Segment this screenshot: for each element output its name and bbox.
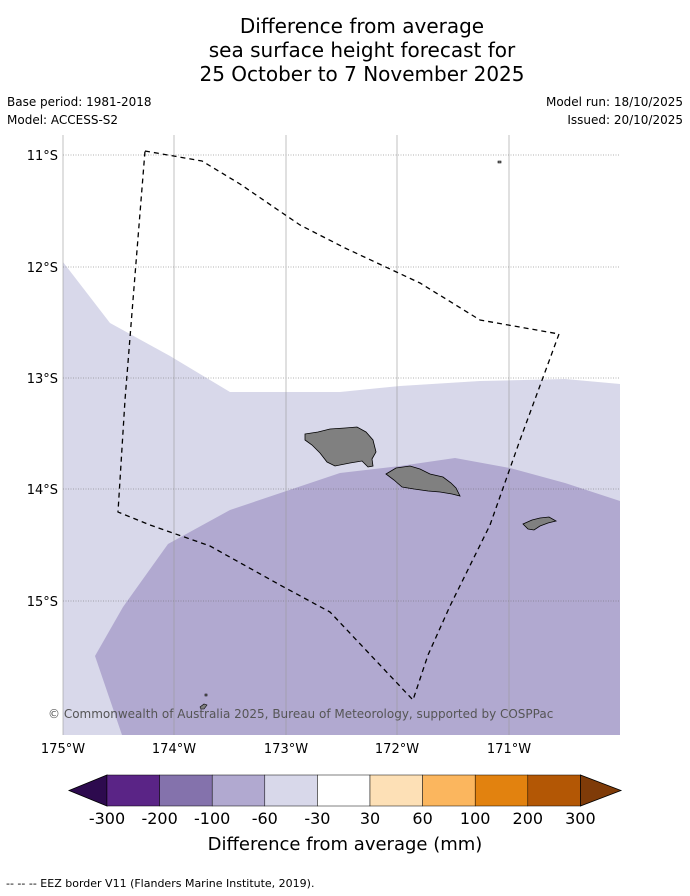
base-period-label: Base period: 1981-2018 [7, 95, 152, 109]
colorbar-segment [106, 774, 160, 807]
lon-label-172w: 172°W [375, 742, 419, 757]
lat-label-13s: 13°S [27, 372, 58, 387]
latitude-gridlines [63, 154, 620, 602]
map-title: Difference from average sea surface heig… [0, 14, 690, 86]
colorbar-title: Difference from average (mm) [207, 834, 483, 855]
lat-label-11s: 11°S [27, 149, 58, 164]
lon-label-175w: 175°W [41, 742, 85, 757]
colorbar-extension-high [580, 774, 623, 807]
lon-label-171w: 171°W [487, 742, 531, 757]
islet-north [497, 160, 502, 164]
colorbar-tick-label: -200 [141, 809, 177, 828]
copyright-note: © Commonwealth of Australia 2025, Bureau… [48, 707, 553, 721]
islet-southwest-small [204, 693, 208, 697]
islet-southwest [199, 703, 208, 710]
eez-border [117, 150, 560, 702]
colorbar-segment [317, 774, 371, 807]
colorbar: -300 -200 -100 -60 -30 30 60 100 200 300 [67, 774, 623, 828]
colorbar-segment [211, 774, 266, 807]
title-line-1: Difference from average [239, 14, 485, 38]
colorbar-tick-label: 30 [360, 809, 380, 828]
issued-label: Issued: 20/10/2025 [567, 113, 683, 127]
lon-label-173w: 173°W [264, 742, 308, 757]
colorbar-segment [422, 774, 476, 807]
colorbar-tick-label: 60 [412, 809, 432, 828]
title-line-3: 25 October to 7 November 2025 [199, 62, 525, 86]
lon-label-174w: 174°W [152, 742, 196, 757]
colorbar-segment [264, 774, 318, 807]
colorbar-extension-low [67, 774, 108, 807]
anomaly-band-medium [95, 458, 620, 735]
colorbar-tick-label: -300 [89, 809, 125, 828]
eez-footnote: -- -- -- EEZ border V11 (Flanders Marine… [6, 877, 315, 890]
colorbar-tick-label: 300 [565, 809, 596, 828]
colorbar-tick-label: 200 [513, 809, 544, 828]
upolu-island [385, 465, 461, 497]
map-plot-area [63, 135, 620, 735]
lat-label-14s: 14°S [27, 483, 58, 498]
model-label: Model: ACCESS-S2 [7, 113, 119, 127]
colorbar-segment [527, 774, 581, 807]
colorbar-segment [474, 774, 529, 807]
longitude-gridlines [173, 135, 510, 735]
colorbar-tick-label: -60 [252, 809, 278, 828]
lat-label-15s: 15°S [27, 595, 58, 610]
colorbar-segment [159, 774, 213, 807]
colorbar-tick-label: 100 [460, 809, 491, 828]
longitude-labels: 175°W 174°W 173°W 172°W 171°W [41, 742, 531, 757]
colorbar-segment [369, 774, 423, 807]
colorbar-tick-label: -30 [304, 809, 330, 828]
model-run-label: Model run: 18/10/2025 [545, 95, 683, 109]
title-line-2: sea surface height forecast for [208, 38, 516, 62]
latitude-labels: 11°S 12°S 13°S 14°S 15°S [27, 149, 58, 610]
savaii-island [304, 426, 377, 468]
lat-label-12s: 12°S [27, 261, 58, 276]
colorbar-tick-label: -100 [194, 809, 230, 828]
tutuila-island [522, 516, 558, 531]
